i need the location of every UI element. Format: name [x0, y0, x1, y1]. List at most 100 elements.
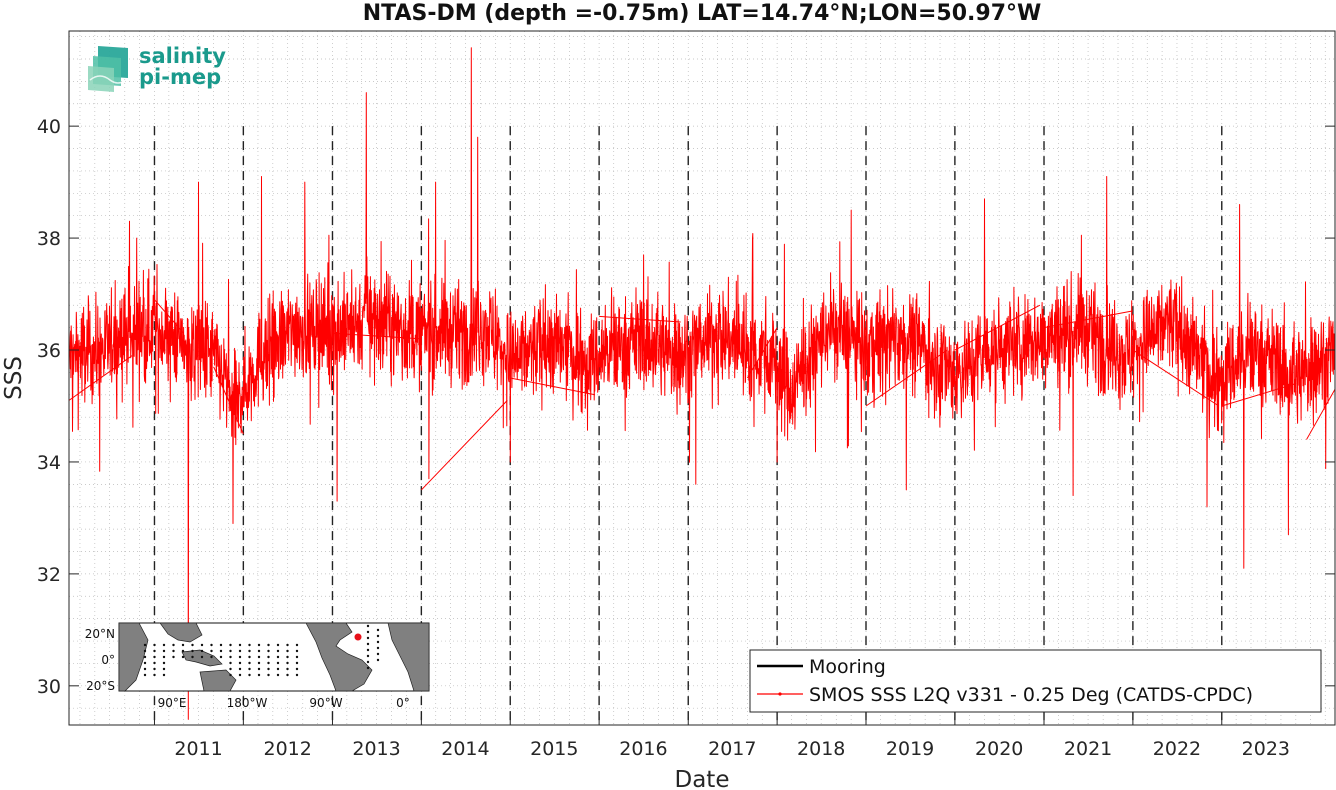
legend-box [749, 649, 1322, 713]
map-mooring-dot [229, 649, 232, 653]
map-mooring-dot [238, 643, 242, 647]
map-mooring-dot [286, 655, 289, 659]
chart-title: NTAS-DM (depth =-0.75m) LAT=14.74°N;LON=… [363, 1, 1042, 26]
x-tick-label: 2019 [886, 738, 934, 760]
map-mooring-dot [376, 634, 380, 638]
inset-map-ocean [118, 622, 430, 692]
map-mooring-dot [267, 655, 270, 659]
map-mooring-dot [229, 655, 232, 659]
map-mooring-dot [172, 643, 175, 647]
series-gap-segment [1132, 349, 1220, 407]
map-mooring-dot [267, 667, 270, 671]
map-mooring-dot [229, 661, 232, 665]
map-mooring-dot [286, 667, 289, 671]
map-mooring-dot [181, 643, 185, 647]
map-mooring-dot [219, 643, 223, 647]
map-mooring-dot [153, 655, 156, 659]
map-mooring-dot [229, 643, 232, 647]
map-mooring-dot [219, 655, 223, 659]
x-tick-label: 2021 [1064, 738, 1112, 760]
map-mooring-dot [248, 673, 251, 677]
map-mooring-dot [238, 667, 242, 671]
map-mooring-dot [248, 655, 251, 659]
map-mooring-dot [238, 661, 242, 665]
logo-icon [88, 46, 128, 92]
map-mooring-dot [153, 667, 156, 671]
map-mooring-dot [267, 643, 270, 647]
logo-line-1: salinity [139, 44, 226, 68]
map-mooring-dot [248, 667, 251, 671]
map-mooring-dot [267, 673, 270, 677]
map-mooring-dot [162, 643, 166, 647]
legend-label-smos: SMOS SSS L2Q v331 - 0.25 Deg (CATDS-CPDC… [809, 684, 1253, 706]
y-ticks: 30 32 34 36 38 40 [37, 116, 1335, 698]
map-mooring-dot [276, 673, 280, 677]
x-tick-label: 2013 [352, 738, 400, 760]
map-mooring-dot [286, 661, 289, 665]
map-mooring-dot [200, 649, 204, 653]
map-mooring-dot [181, 649, 185, 653]
map-mooring-dot [376, 646, 380, 650]
map-mooring-dot [366, 624, 370, 628]
inset-map-xtick-0: 0° [396, 696, 410, 710]
map-mooring-dot [276, 643, 280, 647]
y-tick-label: 30 [37, 676, 61, 698]
map-mooring-dot [143, 673, 147, 677]
map-mooring-dot [286, 643, 289, 647]
map-mooring-dot [229, 667, 232, 671]
map-mooring-dot [162, 649, 166, 653]
x-tick-label: 2012 [263, 738, 311, 760]
map-mooring-dot [295, 661, 299, 665]
series-gap-segment [1306, 388, 1336, 440]
inset-map-land-west-africa [387, 622, 430, 692]
map-mooring-dot [295, 643, 299, 647]
map-mooring-dot [153, 661, 156, 665]
axes-frame [68, 30, 1336, 726]
map-mooring-dot [248, 661, 251, 665]
map-mooring-dot [153, 643, 156, 647]
x-tick-label: 2015 [530, 738, 578, 760]
y-tick-label: 36 [37, 340, 61, 362]
x-tick-label: 2022 [1153, 738, 1201, 760]
map-mooring-dot [210, 643, 213, 647]
series-layer [68, 47, 1336, 720]
map-mooring-dot [366, 654, 370, 658]
map-mooring-dot [162, 655, 166, 659]
map-mooring-dot [153, 673, 156, 677]
map-mooring-dot [295, 649, 299, 653]
map-mooring-dot [181, 655, 185, 659]
map-mooring-dot [257, 667, 261, 671]
map-mooring-dot [366, 660, 370, 664]
x-tick-label: 2023 [1242, 738, 1290, 760]
inset-map-land-australia [199, 669, 237, 692]
map-mooring-dot [366, 666, 370, 670]
map-mooring-dot [366, 642, 370, 646]
map-mooring-dot [366, 648, 370, 652]
map-mooring-dot [276, 661, 280, 665]
map-mooring-dot [162, 673, 166, 677]
map-mooring-dot [153, 649, 156, 653]
map-mooring-dot [366, 636, 370, 640]
map-mooring-dot [172, 655, 175, 659]
inset-map-xtick-180w: 180°W [227, 696, 268, 710]
map-mooring-dot [210, 655, 213, 659]
map-mooring-dot [229, 673, 232, 677]
inset-map-land-asia [159, 622, 203, 643]
map-mooring-dot [200, 655, 204, 659]
inset-map: 20°N 0° 20°S 90°E 180°W 90°W 0° [85, 622, 430, 710]
y-tick-label: 34 [37, 452, 61, 474]
inset-map-station-marker [354, 633, 362, 641]
map-mooring-dot [276, 655, 280, 659]
map-mooring-dot [219, 649, 223, 653]
map-mooring-dot [191, 649, 194, 653]
legend-swatch-smos-dot [778, 692, 782, 696]
grid [69, 31, 1335, 725]
y-tick-label: 40 [37, 116, 61, 138]
x-tick-label: 2011 [174, 738, 222, 760]
x-tick-label: 2017 [708, 738, 756, 760]
map-mooring-dot [143, 661, 147, 665]
series-smos-line [68, 47, 1336, 720]
map-mooring-dot [267, 649, 270, 653]
inset-map-ytick-20n: 20°N [85, 627, 115, 641]
